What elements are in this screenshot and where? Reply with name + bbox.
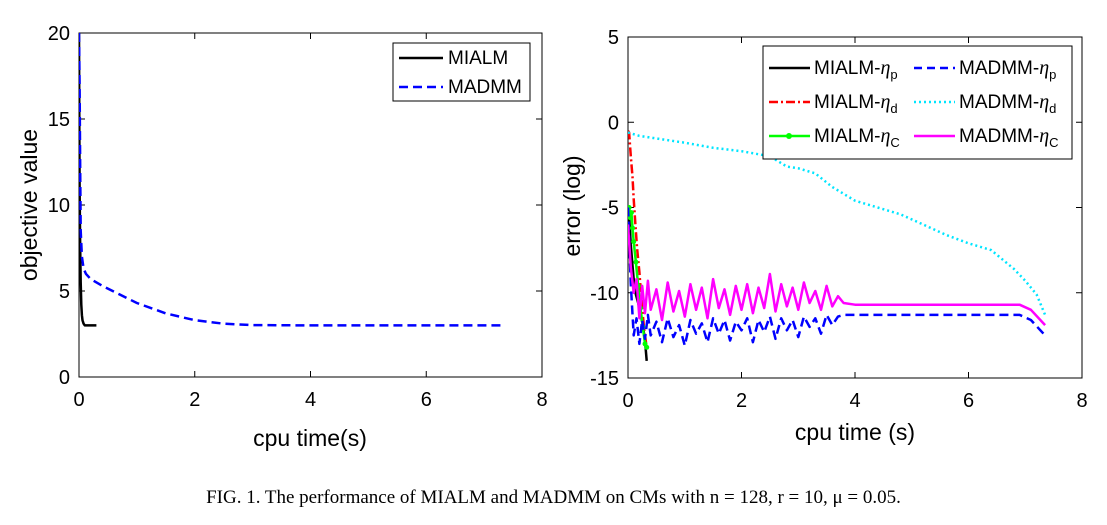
series-line-mialm (79, 33, 97, 327)
series-marker (628, 210, 634, 216)
ticks: 0 2 4 6 8 0 5 10 15 20 (48, 23, 548, 411)
x-tick-label: 0 (622, 390, 633, 412)
series-marker (644, 344, 650, 350)
legend-label-madmm: MADMM (448, 77, 522, 98)
legend-label-mialm-eta-d: MIALM-ηd (814, 91, 898, 116)
y-tick-label: -10 (590, 283, 619, 305)
x-axis-label: cpu time(s) (253, 425, 367, 451)
series-lines (628, 130, 1047, 362)
y-axis-label: error (log) (559, 156, 585, 257)
series-line-madmm (79, 33, 505, 327)
x-tick-label: 8 (536, 389, 547, 411)
x-tick-label: 0 (73, 389, 84, 411)
y-tick-label: 5 (608, 27, 619, 49)
legend: MIALM MADMM (392, 42, 531, 102)
x-tick-label: 2 (189, 389, 200, 411)
x-tick-label: 2 (736, 390, 747, 412)
x-tick-label: 4 (849, 390, 860, 412)
series-marker (630, 225, 636, 231)
legend-label-madmm-eta-c: MADMM-ηC (959, 125, 1059, 150)
series-marker (628, 215, 633, 221)
y-tick-label: 15 (48, 109, 70, 131)
legend: MIALM-ηp MIALM-ηd MIALM-ηC MADMM-ηp MADM… (762, 45, 1073, 160)
figure-caption: FIG. 1. The performance of MIALM and MAD… (206, 487, 901, 508)
series-line-madmm-c (628, 224, 1047, 326)
legend-label-mialm: MIALM (448, 48, 508, 69)
legend-label-madmm-eta-p: MADMM-ηp (959, 57, 1056, 82)
y-tick-label: 20 (48, 23, 70, 45)
y-axis-label: objective value (16, 129, 42, 281)
legend-label-madmm-eta-d: MADMM-ηd (959, 91, 1056, 116)
legend-marker-mialm-eta-c (786, 133, 792, 139)
x-tick-label: 4 (305, 389, 316, 411)
series-line-madmm-d (628, 131, 1047, 316)
y-tick-label: 5 (59, 281, 70, 303)
ticks: 0 2 4 6 8 -15 -10 -5 0 5 (590, 27, 1087, 412)
x-tick-label: 6 (963, 390, 974, 412)
x-tick-label: 8 (1076, 390, 1087, 412)
y-tick-label: 10 (48, 195, 70, 217)
x-axis-label: cpu time (s) (795, 419, 915, 445)
legend-label-mialm-eta-p: MIALM-ηp (814, 57, 898, 82)
legend-label-mialm-eta-c: MIALM-ηC (814, 125, 900, 150)
y-tick-label: -5 (601, 198, 619, 220)
x-tick-label: 6 (421, 389, 432, 411)
legend-box (392, 42, 531, 102)
series-line-madmm-p (628, 207, 1047, 347)
y-tick-label: -15 (590, 368, 619, 390)
y-tick-label: 0 (608, 112, 619, 134)
series-lines (79, 33, 505, 327)
series-marker (633, 259, 639, 265)
series-line-mialm-d (628, 130, 648, 345)
objective-chart: 0 2 4 6 8 0 5 10 15 20 cpu time(s) objective valu… (16, 23, 548, 451)
legend-box (762, 45, 1073, 160)
error-chart: 0 2 4 6 8 -15 -10 -5 0 5 cpu time (s) error (log)… (559, 27, 1088, 445)
y-tick-label: 0 (59, 367, 70, 389)
series-marker (631, 239, 637, 245)
